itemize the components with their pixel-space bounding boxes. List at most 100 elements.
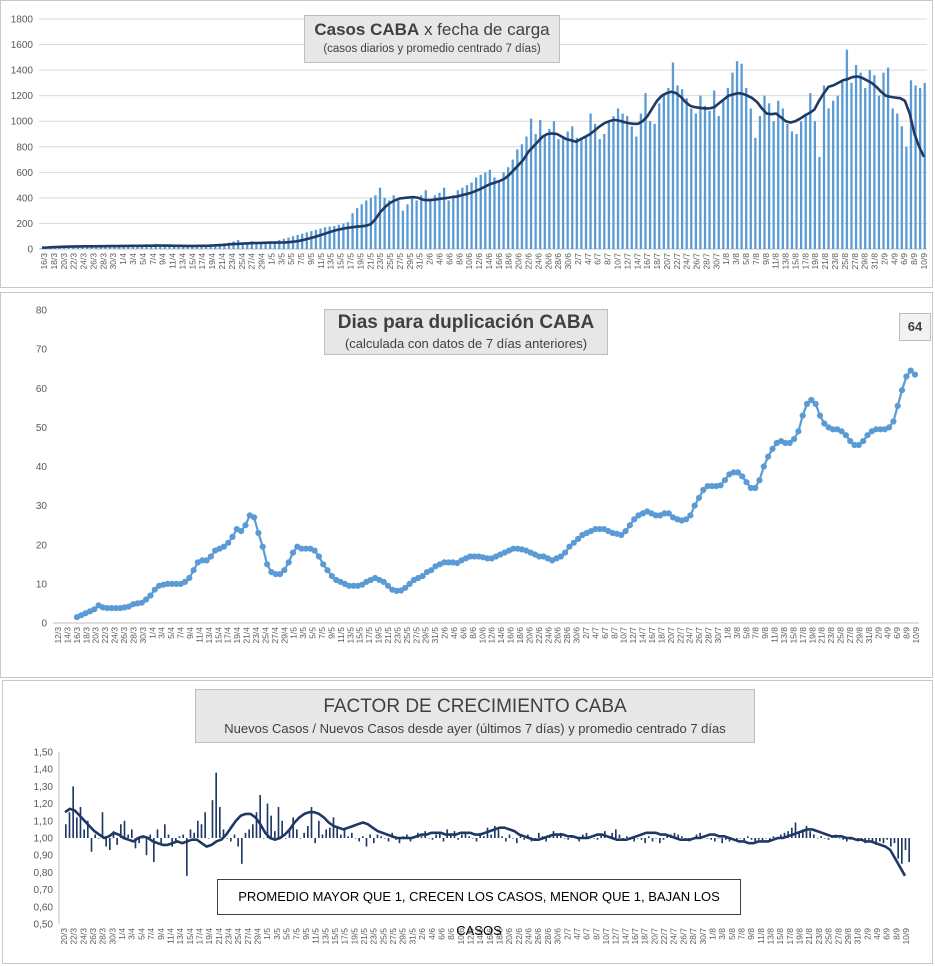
doubling-days-point <box>795 428 802 435</box>
daily-cases-bar <box>447 200 450 249</box>
x-tick-label: 23/8 <box>830 253 840 270</box>
growth-factor-bar <box>879 838 881 842</box>
x-tick-label: 25/4 <box>260 627 270 644</box>
growth-factor-bar <box>222 829 225 838</box>
x-tick-label: 6/6 <box>444 253 454 265</box>
daily-cases-bar <box>777 100 780 250</box>
y-tick-label: 0 <box>41 619 47 630</box>
growth-factor-bar <box>178 836 181 838</box>
x-tick-label: 26/7 <box>694 627 704 644</box>
doubling-days-point <box>782 439 789 447</box>
x-tick-label: 2/6 <box>425 253 435 265</box>
x-tick-label: 8/6 <box>468 627 478 639</box>
growth-factor-bar <box>277 807 280 838</box>
x-tick-label: 10/6 <box>456 928 466 945</box>
x-tick-label: 15/5 <box>330 928 340 945</box>
x-tick-label: 20/3 <box>59 928 69 945</box>
x-tick-label: 23/5 <box>392 627 402 644</box>
y-tick-label: 1600 <box>11 40 34 51</box>
growth-factor-bar <box>219 807 221 838</box>
chart-duplicacion-title: Dias para duplicación CABA <box>337 312 595 333</box>
x-tick-label: 24/6 <box>533 253 543 270</box>
growth-factor-bar <box>890 838 892 847</box>
growth-factor-bar <box>387 838 390 842</box>
daily-cases-bar <box>626 116 629 249</box>
doubling-days-point <box>691 502 698 509</box>
x-tick-label: 21/5 <box>383 627 393 644</box>
daily-cases-bar <box>571 126 574 249</box>
daily-cases-bar <box>685 98 688 249</box>
doubling-days-point <box>618 531 625 539</box>
growth-factor-bar <box>611 832 613 838</box>
doubling-days-point <box>207 553 214 560</box>
daily-cases-bar <box>484 172 487 249</box>
daily-cases-bar <box>639 113 643 249</box>
daily-cases-bar <box>424 190 427 249</box>
growth-factor-bar <box>813 834 815 838</box>
growth-factor-bar <box>409 838 412 842</box>
x-tick-label: 27/4 <box>243 928 253 945</box>
growth-factor-bar <box>358 838 360 842</box>
growth-factor-bar <box>897 838 899 859</box>
daily-cases-bar <box>378 187 382 249</box>
x-tick-label: 17/4 <box>197 253 207 270</box>
growth-factor-bar <box>138 838 140 844</box>
x-tick-label: 24/7 <box>682 253 692 270</box>
daily-cases-bar <box>561 136 565 249</box>
growth-factor-bar <box>120 824 122 838</box>
growth-factor-bar <box>332 817 335 838</box>
x-tick-label: 5/4 <box>138 253 148 265</box>
growth-factor-bar <box>336 825 338 838</box>
daily-cases-bar <box>813 121 816 249</box>
doubling-days-point <box>855 441 862 449</box>
y-tick-label: 60 <box>36 384 48 395</box>
doubling-days-point <box>168 580 176 587</box>
doubling-days-point <box>428 567 435 574</box>
growth-factor-bar <box>567 838 569 840</box>
growth-factor-bar <box>538 832 540 838</box>
growth-factor-bar <box>248 829 250 838</box>
chart-factor-subtitle: Nuevos Casos / Nuevos Casos desde ayer (… <box>224 721 726 736</box>
daily-cases-bar <box>461 187 464 249</box>
doubling-days-point <box>320 561 327 568</box>
x-tick-label: 31/5 <box>407 928 417 945</box>
x-tick-label: 1/5 <box>262 928 272 940</box>
growth-factor-bar <box>593 838 595 839</box>
x-tick-label: 31/8 <box>864 627 874 644</box>
doubling-days-point <box>665 510 672 517</box>
daily-cases-bar <box>351 213 354 249</box>
growth-factor-bar <box>783 832 786 838</box>
growth-factor-bar <box>596 838 599 840</box>
doubling-days-point <box>911 371 919 378</box>
x-tick-label: 18/6 <box>495 928 505 945</box>
growth-factor-bar <box>325 829 327 838</box>
daily-cases-bar <box>182 247 185 249</box>
daily-cases-bar <box>644 93 647 249</box>
doubling-days-point <box>575 535 582 542</box>
x-tick-label: 24/6 <box>543 627 553 644</box>
daily-cases-bar <box>40 248 43 249</box>
growth-factor-bar <box>252 824 254 838</box>
growth-factor-bar <box>886 838 888 840</box>
daily-cases-bar <box>548 128 551 249</box>
doubling-days-point <box>225 539 232 546</box>
x-tick-label: 15/8 <box>788 627 798 644</box>
daily-cases-bar <box>864 88 867 249</box>
growth-factor-bar <box>714 838 716 842</box>
x-tick-label: 3/5 <box>298 627 308 639</box>
growth-factor-bar <box>637 838 639 839</box>
chart-factor-title-box: FACTOR DE CRECIMIENTO CABA Nuevos Casos … <box>195 689 755 743</box>
x-tick-label: 30/6 <box>563 253 573 270</box>
growth-factor-bar <box>109 838 111 851</box>
growth-factor-bar <box>380 836 382 838</box>
x-tick-label: 17/5 <box>340 928 350 945</box>
x-tick-label: 31/5 <box>415 253 425 270</box>
daily-cases-bar <box>172 245 176 249</box>
growth-factor-bar <box>98 838 100 839</box>
x-tick-label: 18/3 <box>81 627 91 644</box>
growth-factor-bar <box>717 838 720 839</box>
daily-cases-bar <box>749 108 752 249</box>
daily-cases-bar <box>168 246 171 249</box>
growth-factor-bar <box>556 834 558 838</box>
daily-cases-bar <box>278 240 281 249</box>
